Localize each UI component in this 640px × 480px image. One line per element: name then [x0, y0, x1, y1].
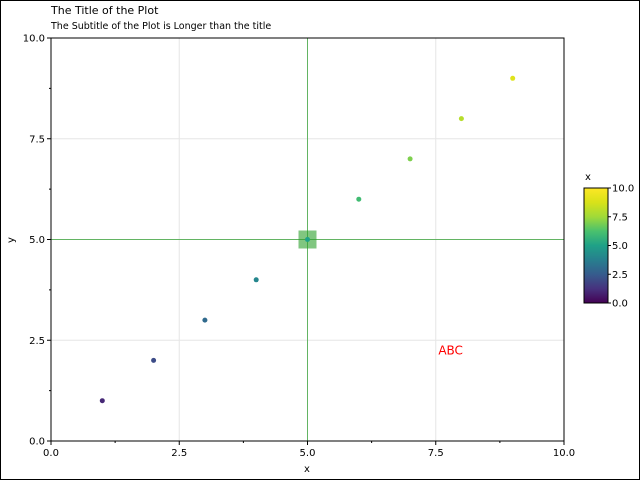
chart-title: The Title of the Plot: [51, 4, 159, 17]
x-tick-label: 2.5: [171, 448, 187, 459]
x-axis-label: x: [304, 464, 310, 475]
colorbar-tick-label: 2.5: [612, 270, 628, 281]
y-tick-label: 10.0: [23, 34, 45, 45]
y-tick-label: 2.5: [29, 336, 45, 347]
colorbar-tick-label: 5.0: [612, 241, 628, 252]
colorbar-ticks: 0.0 2.5 5.0 7.5 10.0: [608, 184, 634, 310]
data-point: [253, 277, 259, 283]
colorbar-gradient: [583, 187, 609, 304]
data-point: [510, 75, 516, 81]
y-tick-label: 7.5: [29, 134, 45, 145]
data-point: [202, 317, 208, 323]
y-tick-label: 5.0: [29, 235, 45, 246]
data-point: [356, 196, 362, 202]
data-point: [151, 357, 157, 363]
data-point: [99, 398, 105, 404]
data-points: [99, 75, 516, 404]
data-point: [407, 156, 413, 162]
data-point: [458, 116, 464, 122]
colorbar: x 0.0 2.5 5.0 7.5 10.0: [583, 172, 634, 310]
colorbar-tick-label: 10.0: [612, 184, 634, 195]
data-point: [305, 237, 310, 242]
colorbar-label: x: [585, 172, 591, 183]
x-tick-label: 10.0: [553, 448, 575, 459]
y-axis: 0.0 2.5 5.0 7.5 10.0: [23, 34, 51, 448]
x-tick-label: 7.5: [428, 448, 444, 459]
y-tick-label: 0.0: [29, 437, 45, 448]
y-axis-label: y: [6, 237, 17, 243]
x-axis: 0.0 2.5 5.0 7.5 10.0: [43, 441, 575, 459]
x-tick-label: 5.0: [300, 448, 316, 459]
x-tick-label: 0.0: [43, 448, 59, 459]
chart-subtitle: The Subtitle of the Plot is Longer than …: [51, 21, 272, 32]
colorbar-tick-label: 7.5: [612, 212, 628, 223]
colorbar-tick-label: 0.0: [612, 299, 628, 310]
annotation-label: ABC: [438, 343, 463, 357]
